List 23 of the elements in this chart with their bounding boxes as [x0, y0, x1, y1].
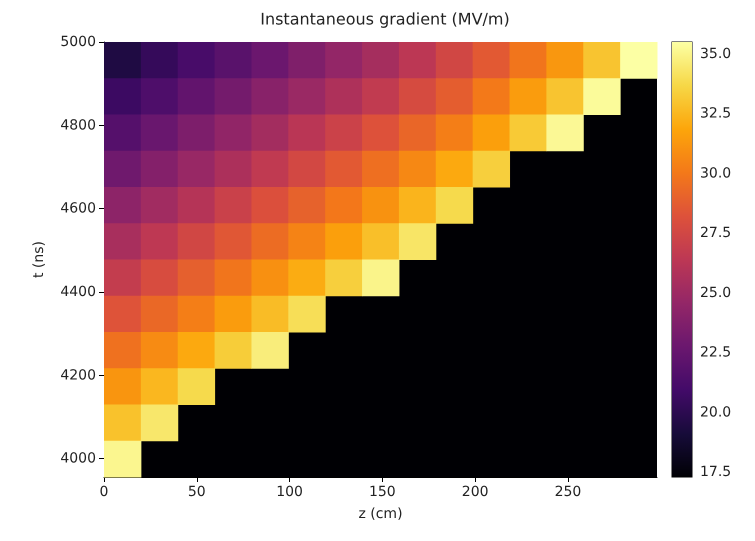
color-bar-label: 22.5 — [700, 344, 732, 361]
x-tick-label: 250 — [554, 484, 582, 500]
x-tick-label: 150 — [368, 484, 396, 500]
chart-title: Instantaneous gradient (MV/m) — [260, 10, 510, 28]
x-tick-label: 50 — [188, 484, 206, 500]
color-bar-label: 17.5 — [700, 464, 732, 480]
y-tick-label: 4200 — [60, 367, 96, 384]
y-tick-label: 4800 — [60, 117, 96, 134]
y-tick-label: 4400 — [60, 284, 96, 300]
color-bar-label: 30.0 — [700, 165, 732, 182]
y-tick-label: 5000 — [60, 34, 96, 50]
color-bar-label: 32.5 — [700, 106, 732, 122]
color-bar-label: 20.0 — [700, 404, 732, 420]
y-tick-label: 4600 — [60, 200, 96, 217]
y-axis-title: t (ns) — [31, 240, 47, 278]
y-tick-label: 4000 — [60, 450, 96, 467]
x-tick-label: 0 — [100, 484, 108, 500]
color-bar-label: 35.0 — [700, 46, 732, 62]
x-axis-title: z (cm) — [358, 506, 403, 522]
x-tick-label: 200 — [462, 484, 489, 500]
x-tick-label: 100 — [276, 484, 303, 500]
color-bar-label: 27.5 — [700, 225, 732, 242]
color-bar-label: 25.0 — [700, 284, 732, 301]
